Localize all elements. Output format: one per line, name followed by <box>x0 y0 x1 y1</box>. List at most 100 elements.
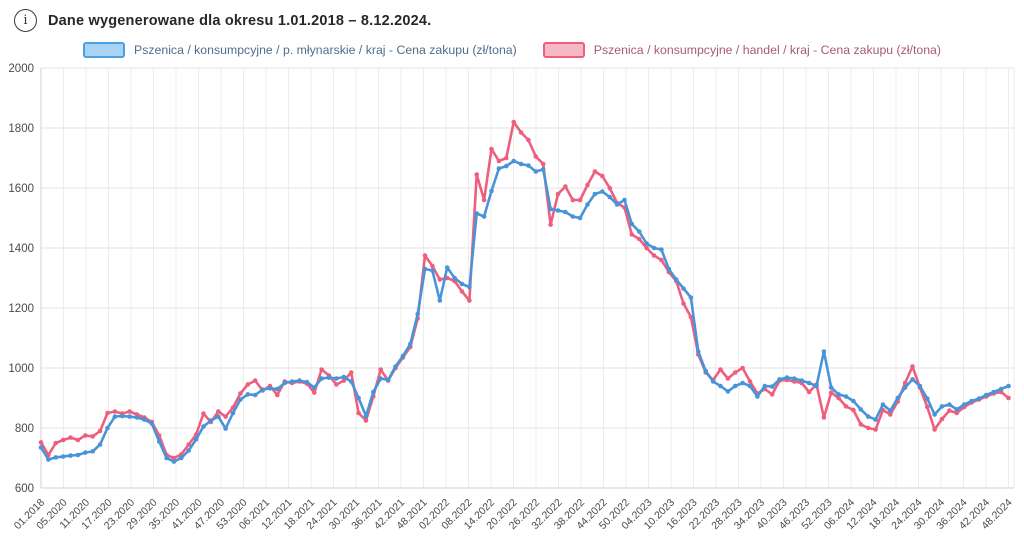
data-point[interactable] <box>408 341 413 347</box>
data-point[interactable] <box>496 166 502 171</box>
data-point[interactable] <box>939 404 945 409</box>
data-point[interactable] <box>112 409 118 414</box>
data-point[interactable] <box>991 389 996 395</box>
data-point[interactable] <box>393 364 398 369</box>
data-point[interactable] <box>142 417 147 422</box>
data-point[interactable] <box>1006 383 1011 389</box>
data-point[interactable] <box>718 383 723 389</box>
data-point[interactable] <box>629 232 635 237</box>
data-point[interactable] <box>961 402 967 407</box>
data-point[interactable] <box>540 161 546 167</box>
data-point[interactable] <box>75 437 81 443</box>
data-point[interactable] <box>201 411 206 416</box>
data-point[interactable] <box>275 386 280 392</box>
data-point[interactable] <box>799 378 804 383</box>
data-point[interactable] <box>68 453 73 458</box>
data-point[interactable] <box>75 452 81 458</box>
data-point[interactable] <box>53 455 59 460</box>
data-point[interactable] <box>378 376 384 381</box>
data-point[interactable] <box>459 281 465 287</box>
data-point[interactable] <box>452 275 457 281</box>
data-point[interactable] <box>356 410 361 416</box>
data-point[interactable] <box>186 442 191 447</box>
data-point[interactable] <box>732 383 738 389</box>
data-point[interactable] <box>252 392 258 398</box>
data-point[interactable] <box>666 266 672 272</box>
legend-item-mlynarskie[interactable]: Pszenica / konsumpcyjne / p. młynarskie … <box>83 42 517 58</box>
series-points-handel[interactable] <box>38 119 1011 461</box>
data-point[interactable] <box>223 414 228 419</box>
data-point[interactable] <box>504 155 509 161</box>
data-point[interactable] <box>925 404 930 410</box>
data-point[interactable] <box>467 298 472 303</box>
data-point[interactable] <box>319 376 324 381</box>
data-point[interactable] <box>156 439 162 444</box>
data-point[interactable] <box>718 367 723 372</box>
data-point[interactable] <box>363 418 369 423</box>
data-point[interactable] <box>164 455 169 461</box>
data-point[interactable] <box>385 377 391 383</box>
data-point[interactable] <box>570 197 576 203</box>
data-point[interactable] <box>83 433 88 438</box>
data-point[interactable] <box>740 365 745 371</box>
data-point[interactable] <box>607 185 612 191</box>
data-point[interactable] <box>341 374 347 380</box>
data-point[interactable] <box>851 398 856 404</box>
data-point[interactable] <box>511 119 516 125</box>
data-point[interactable] <box>910 364 915 369</box>
data-point[interactable] <box>954 410 960 416</box>
data-point[interactable] <box>378 367 384 372</box>
data-point[interactable] <box>260 387 265 392</box>
data-point[interactable] <box>673 277 679 282</box>
data-point[interactable] <box>555 208 561 213</box>
data-point[interactable] <box>843 394 849 399</box>
data-point[interactable] <box>585 182 590 188</box>
data-point[interactable] <box>518 161 524 167</box>
data-point[interactable] <box>60 437 66 443</box>
data-point[interactable] <box>806 389 812 395</box>
data-point[interactable] <box>910 377 915 382</box>
data-point[interactable] <box>252 378 258 383</box>
data-point[interactable] <box>873 427 878 432</box>
data-point[interactable] <box>400 353 406 359</box>
data-point[interactable] <box>703 368 708 374</box>
data-point[interactable] <box>947 408 952 413</box>
data-point[interactable] <box>925 396 930 401</box>
data-point[interactable] <box>430 268 435 273</box>
data-point[interactable] <box>806 380 812 386</box>
data-point[interactable] <box>585 202 590 207</box>
data-point[interactable] <box>171 459 177 464</box>
data-point[interactable] <box>127 409 132 414</box>
data-point[interactable] <box>563 209 568 215</box>
data-point[interactable] <box>267 386 273 391</box>
data-point[interactable] <box>363 413 369 419</box>
data-point[interactable] <box>496 158 502 164</box>
data-point[interactable] <box>216 414 221 419</box>
data-point[interactable] <box>112 414 118 419</box>
data-point[interactable] <box>984 392 989 398</box>
data-point[interactable] <box>1006 395 1011 401</box>
data-point[interactable] <box>245 382 251 387</box>
data-point[interactable] <box>777 377 782 382</box>
data-point[interactable] <box>437 277 443 282</box>
data-point[interactable] <box>976 396 982 401</box>
data-point[interactable] <box>238 397 243 402</box>
data-point[interactable] <box>622 197 627 203</box>
data-point[interactable] <box>932 427 937 432</box>
data-point[interactable] <box>939 416 945 422</box>
data-point[interactable] <box>348 379 354 384</box>
data-point[interactable] <box>356 395 361 401</box>
series-line-handel[interactable] <box>39 120 1010 460</box>
data-point[interactable] <box>747 379 753 384</box>
data-point[interactable] <box>481 197 487 203</box>
data-point[interactable] <box>105 410 110 416</box>
data-point[interactable] <box>828 390 834 395</box>
data-point[interactable] <box>769 384 775 389</box>
data-point[interactable] <box>474 172 480 177</box>
data-point[interactable] <box>659 257 664 263</box>
data-point[interactable] <box>467 284 472 290</box>
data-point[interactable] <box>865 425 871 431</box>
data-point[interactable] <box>592 169 598 174</box>
data-point[interactable] <box>651 253 657 258</box>
data-point[interactable] <box>755 394 760 399</box>
